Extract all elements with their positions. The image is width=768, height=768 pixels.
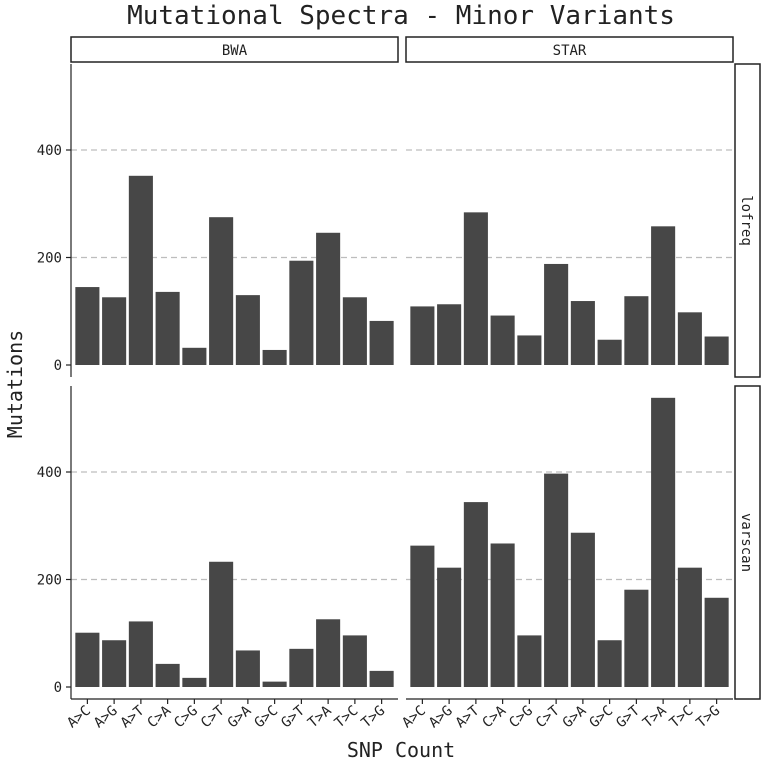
- x-tick-label-STAR-A>T: A>T: [453, 702, 483, 731]
- bar-STAR-varscan-A>C: [410, 545, 435, 687]
- bar-STAR-lofreq-C>A: [490, 315, 515, 365]
- bar-BWA-lofreq-C>T: [209, 217, 234, 365]
- bar-STAR-lofreq-T>G: [704, 336, 729, 365]
- bar-BWA-varscan-C>G: [182, 677, 207, 687]
- y-tick-label-varscan-0: 0: [54, 680, 62, 696]
- bar-BWA-varscan-G>A: [235, 650, 260, 687]
- bar-BWA-varscan-C>A: [155, 663, 180, 687]
- bar-BWA-varscan-T>C: [342, 635, 367, 687]
- bar-STAR-lofreq-A>C: [410, 306, 435, 365]
- bar-STAR-lofreq-G>C: [597, 339, 622, 365]
- strip-box-star: [405, 36, 734, 63]
- x-tick-label-STAR-T>A: T>A: [640, 702, 670, 731]
- y-tick-label-lofreq-400: 400: [37, 143, 62, 159]
- x-tick-label-STAR-C>G: C>G: [506, 703, 536, 732]
- bar-BWA-varscan-C>T: [209, 561, 234, 687]
- x-tick-label-BWA-G>T: G>T: [278, 702, 308, 731]
- bar-STAR-varscan-G>A: [570, 532, 595, 687]
- bar-STAR-varscan-A>G: [437, 567, 462, 687]
- bar-STAR-varscan-G>T: [624, 589, 649, 687]
- strip-label-lofreq: lofreq: [738, 195, 754, 246]
- bar-STAR-varscan-A>T: [463, 502, 488, 687]
- bar-STAR-varscan-G>C: [597, 640, 622, 687]
- x-axis-title: SNP Count: [347, 738, 455, 762]
- strip-label-bwa: BWA: [222, 43, 248, 59]
- x-tick-label-STAR-G>A: G>A: [560, 702, 590, 731]
- x-tick-label-BWA-C>G: C>G: [171, 703, 201, 732]
- bar-BWA-lofreq-G>C: [262, 349, 287, 365]
- bar-STAR-lofreq-C>G: [517, 335, 542, 365]
- bar-STAR-varscan-T>C: [677, 567, 702, 687]
- bar-BWA-varscan-T>G: [369, 670, 394, 687]
- strip-box-bwa: [70, 36, 399, 63]
- bar-STAR-varscan-T>G: [704, 597, 729, 687]
- x-tick-label-STAR-C>A: C>A: [480, 702, 510, 731]
- y-tick-label-varscan-200: 200: [37, 573, 62, 589]
- x-tick-label-STAR-A>G: A>G: [426, 703, 456, 732]
- x-tick-label-STAR-C>T: C>T: [533, 702, 563, 731]
- x-tick-label-BWA-G>C: G>C: [252, 703, 282, 732]
- bar-STAR-lofreq-G>T: [624, 296, 649, 365]
- x-tick-label-STAR-T>G: T>G: [694, 703, 724, 732]
- bar-BWA-varscan-G>T: [289, 648, 314, 687]
- bar-BWA-varscan-A>G: [102, 640, 127, 687]
- bar-BWA-lofreq-C>G: [182, 347, 207, 365]
- x-tick-label-STAR-G>T: G>T: [613, 702, 643, 731]
- x-tick-label-BWA-A>C: A>C: [64, 703, 94, 732]
- y-tick-label-lofreq-200: 200: [37, 251, 62, 267]
- strip-label-varscan: varscan: [738, 513, 754, 572]
- strip-box-lofreq: [734, 63, 761, 378]
- x-tick-label-STAR-T>C: T>C: [667, 703, 697, 732]
- bar-BWA-lofreq-G>A: [235, 295, 260, 365]
- bar-STAR-varscan-C>A: [490, 543, 515, 687]
- x-tick-label-BWA-A>T: A>T: [118, 702, 148, 731]
- bar-STAR-lofreq-T>C: [677, 312, 702, 365]
- bar-STAR-varscan-T>A: [651, 397, 676, 687]
- y-tick-label-lofreq-0: 0: [54, 358, 62, 374]
- x-tick-label-BWA-T>C: T>C: [332, 703, 362, 732]
- strip-box-varscan: [734, 385, 761, 700]
- x-tick-label-BWA-T>G: T>G: [359, 703, 389, 732]
- x-tick-label-BWA-C>T: C>T: [198, 702, 228, 731]
- x-tick-label-STAR-A>C: A>C: [399, 703, 429, 732]
- y-tick-label-varscan-400: 400: [37, 465, 62, 481]
- bar-STAR-lofreq-A>T: [463, 212, 488, 365]
- bar-STAR-lofreq-C>T: [544, 263, 569, 365]
- x-tick-label-BWA-T>A: T>A: [305, 702, 335, 731]
- x-tick-label-BWA-G>A: G>A: [225, 702, 255, 731]
- bar-STAR-lofreq-G>A: [570, 301, 595, 365]
- bar-STAR-lofreq-T>A: [651, 226, 676, 365]
- bar-BWA-lofreq-T>G: [369, 320, 394, 365]
- chart-title: Mutational Spectra - Minor Variants: [127, 1, 675, 31]
- bar-BWA-lofreq-A>C: [75, 287, 100, 365]
- plot-area: 02004000200400A>CA>GA>TC>AC>GC>TG>AG>CG>…: [37, 64, 733, 731]
- bar-BWA-varscan-A>T: [128, 621, 153, 687]
- bar-BWA-varscan-T>A: [316, 619, 341, 687]
- bar-BWA-lofreq-T>A: [316, 232, 341, 365]
- bar-BWA-lofreq-T>C: [342, 297, 367, 365]
- strip-label-star: STAR: [553, 43, 587, 59]
- bar-BWA-varscan-A>C: [75, 632, 100, 687]
- bar-BWA-varscan-G>C: [262, 681, 287, 687]
- bar-BWA-lofreq-A>T: [128, 175, 153, 365]
- bar-STAR-varscan-C>G: [517, 635, 542, 687]
- bar-BWA-lofreq-G>T: [289, 260, 314, 365]
- bar-BWA-lofreq-C>A: [155, 291, 180, 365]
- y-axis-title: Mutations: [3, 330, 27, 438]
- x-tick-label-BWA-A>G: A>G: [91, 703, 121, 732]
- bar-BWA-lofreq-A>G: [102, 297, 127, 365]
- bar-STAR-varscan-C>T: [544, 473, 569, 687]
- x-tick-label-STAR-G>C: G>C: [587, 703, 617, 732]
- x-tick-label-BWA-C>A: C>A: [145, 702, 175, 731]
- bar-STAR-lofreq-A>G: [437, 304, 462, 365]
